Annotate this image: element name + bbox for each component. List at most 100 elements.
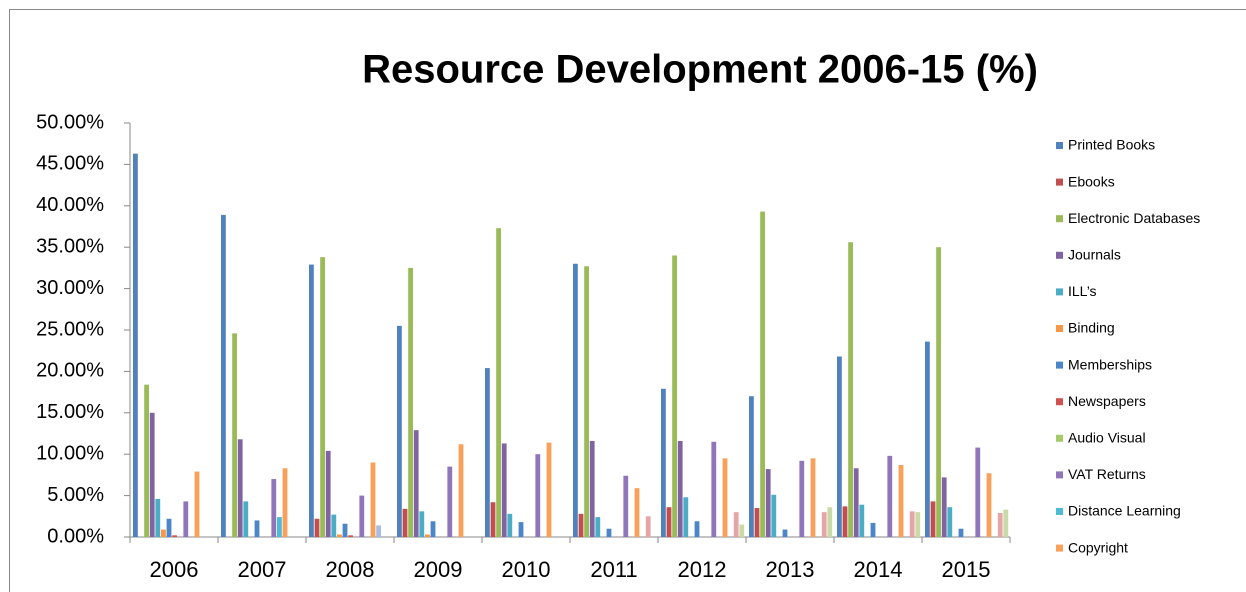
bar [309,264,314,537]
bar [799,460,805,537]
legend-label: Electronic Databases [1068,210,1200,226]
bar [501,443,507,537]
bar [370,462,376,537]
bar [397,325,402,537]
legend-swatch [1056,434,1063,442]
legend-label: Printed Books [1068,137,1155,153]
bar [232,333,237,537]
legend-swatch [1056,471,1063,479]
bar [925,341,930,537]
bar [166,518,172,537]
x-tick-label: 2007 [238,557,287,582]
bar [271,479,277,537]
bar [859,504,865,537]
bar [376,525,381,537]
bar [930,501,936,537]
legend-label: Journals [1068,247,1121,263]
x-tick-label: 2015 [942,557,991,582]
bar [183,501,189,537]
bar [485,368,490,537]
bar [595,517,601,537]
bar [771,494,777,537]
bar [161,529,166,537]
x-tick-label: 2013 [766,557,815,582]
y-tick-label: 40.00% [36,194,104,216]
bar [254,520,260,537]
bar [760,211,765,537]
bar [947,507,953,537]
y-tick-label: 45.00% [36,153,104,175]
bar [606,528,612,537]
legend-label: Audio Visual [1068,430,1146,446]
bar [909,511,915,537]
bar [194,471,200,537]
legend-swatch [1056,178,1063,186]
bar [645,516,651,537]
y-tick-label: 0.00% [47,525,104,547]
legend-label: VAT Returns [1068,466,1146,482]
bar [425,534,430,537]
bar [722,458,728,537]
bar [975,447,981,537]
bar [458,444,464,537]
bar [827,507,833,537]
bar [765,469,771,537]
bar [277,517,282,537]
bar [958,528,964,537]
bar [733,512,739,537]
bar [578,513,584,537]
y-tick-label: 50.00% [36,111,104,133]
bar [172,535,177,537]
bar [546,442,552,537]
legend-label: Memberships [1068,356,1152,372]
bar [325,450,331,537]
bar [749,396,754,537]
bar [848,242,853,537]
bar [810,458,816,537]
bar [221,214,226,537]
bar [149,412,155,537]
bar [337,534,342,537]
bar [634,488,640,537]
legend-label: Copyright [1068,539,1128,555]
y-tick-label: 10.00% [36,442,104,464]
bar [419,511,425,537]
bar [853,468,859,537]
y-tick-label: 35.00% [36,235,104,257]
bar [348,535,353,537]
x-tick-label: 2006 [150,557,199,582]
bar [243,501,249,537]
legend-label: Distance Learning [1068,503,1181,519]
legend-swatch [1056,288,1063,296]
bar [402,508,408,537]
bar [237,439,243,537]
x-tick-label: 2009 [414,557,463,582]
bar [518,522,524,537]
bar [144,384,149,537]
bar [936,247,941,537]
legend-swatch [1056,508,1063,515]
bar [887,455,893,537]
bar [782,529,788,537]
bar [413,430,419,537]
bar [821,512,827,537]
y-tick-label: 25.00% [36,318,104,340]
bar [496,228,501,537]
y-tick-label: 5.00% [47,484,104,506]
bar [997,512,1003,537]
legend-swatch [1056,398,1063,406]
bar [155,498,161,537]
legend-swatch [1056,215,1063,223]
bar [739,524,745,537]
bar [314,518,320,537]
legend-swatch [1056,142,1063,149]
x-tick-label: 2012 [678,557,727,582]
legend-label: Ebooks [1068,173,1115,189]
bar [359,495,365,537]
x-tick-label: 2010 [502,557,551,582]
y-tick-label: 30.00% [36,277,104,299]
legend-swatch [1056,325,1063,332]
bar [623,475,629,537]
bar [584,266,589,537]
